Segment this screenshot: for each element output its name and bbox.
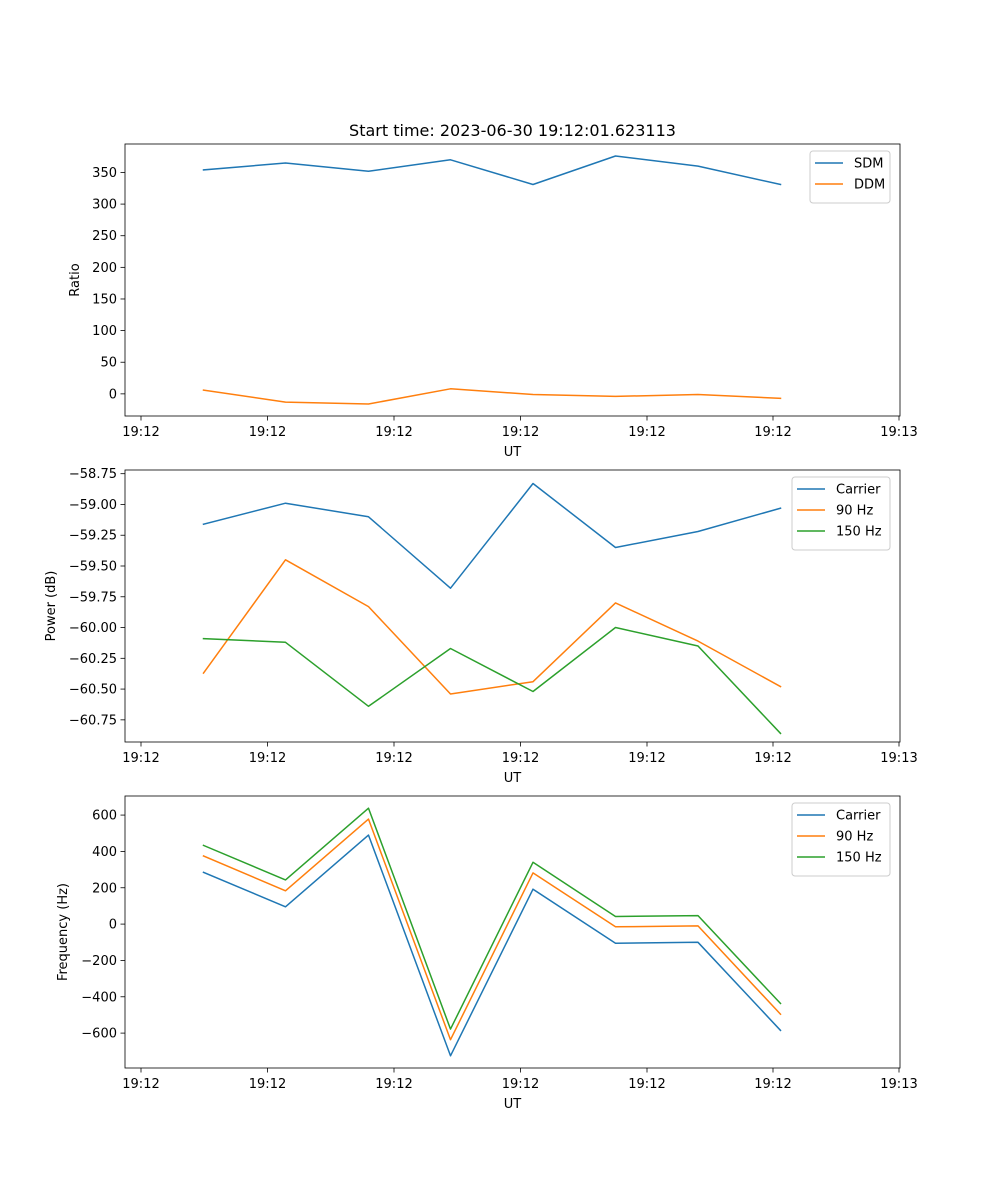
frequency-y-tick-label: −400	[81, 990, 117, 1005]
ratio-axes-frame	[124, 143, 901, 417]
power-y-tick-label: −59.50	[69, 560, 117, 575]
ratio-x-tick-label: 19:12	[502, 425, 539, 440]
power-y-tick-label: −58.75	[69, 467, 117, 482]
power-y-tick-label: −60.00	[69, 621, 117, 636]
ratio-x-axis-label: UT	[504, 445, 522, 460]
frequency-y-axis-label: Frequency (Hz)	[56, 883, 71, 981]
frequency-series-line-0	[202, 834, 782, 1057]
power-axes-frame	[124, 469, 901, 743]
power-x-tick-label: 19:12	[249, 751, 286, 766]
frequency-x-tick-label: 19:12	[502, 1077, 539, 1092]
frequency-legend-label-1: 90 Hz	[836, 830, 873, 845]
ratio-y-tick-label: 250	[92, 229, 117, 244]
frequency-panel: 19:12 19:12 19:12 19:12 19:12 19:12 19:13 −600 −…	[56, 795, 918, 1112]
power-x-axis-label: UT	[504, 771, 522, 786]
power-y-axis-label: Power (dB)	[44, 571, 59, 642]
power-y-tick-label: −59.25	[69, 529, 117, 544]
power-legend-label-2: 150 Hz	[836, 525, 882, 540]
frequency-x-tick-label: 19:12	[375, 1077, 412, 1092]
ratio-y-tick-label: 350	[92, 166, 117, 181]
ratio-legend-box	[809, 150, 891, 204]
power-y-tick-label: −60.75	[69, 713, 117, 728]
ratio-y-tick-label: 100	[92, 324, 117, 339]
power-y-tick-label: −59.00	[69, 498, 117, 513]
frequency-legend-label-2: 150 Hz	[836, 851, 882, 866]
ratio-panel: 19:12 19:12 19:12 19:12 19:12 19:12 19:13 0 50 10…	[68, 143, 918, 460]
ratio-y-tick-label: 150	[92, 292, 117, 307]
frequency-x-tick-label: 19:12	[628, 1077, 665, 1092]
power-x-tick-label: 19:12	[122, 751, 159, 766]
power-x-tick-label: 19:13	[880, 751, 917, 766]
power-legend: Carrier 90 Hz 150 Hz	[791, 476, 891, 551]
frequency-x-tick-label: 19:12	[122, 1077, 159, 1092]
power-y-tick-label: −60.25	[69, 652, 117, 667]
power-plot-area	[125, 470, 900, 742]
frequency-y-tick-label: 400	[92, 845, 117, 860]
ratio-series-line-0	[202, 155, 782, 186]
frequency-series-line-2	[202, 807, 782, 1030]
frequency-y-tick-label: 0	[109, 918, 117, 933]
ratio-legend: SDM DDM	[809, 150, 891, 204]
ratio-legend-label-0: SDM	[854, 157, 883, 172]
frequency-x-tick-label: 19:13	[880, 1077, 917, 1092]
power-x-tick-label: 19:12	[754, 751, 791, 766]
frequency-y-tick-label: −600	[81, 1027, 117, 1042]
frequency-axes-frame	[124, 795, 901, 1069]
power-series-line-1	[202, 559, 782, 695]
frequency-x-axis-label: UT	[504, 1097, 522, 1112]
power-x-tick-label: 19:12	[628, 751, 665, 766]
power-x-tick-label: 19:12	[502, 751, 539, 766]
ratio-y-tick-label: 50	[100, 356, 117, 371]
ratio-plot-area	[125, 144, 900, 416]
ratio-x-tick-label: 19:12	[122, 425, 159, 440]
frequency-x-tick-label: 19:12	[249, 1077, 286, 1092]
power-legend-label-0: Carrier	[836, 483, 881, 498]
ratio-x-tick-label: 19:13	[880, 425, 917, 440]
ratio-x-tick-label: 19:12	[754, 425, 791, 440]
power-series-line-2	[202, 626, 782, 735]
power-y-tick-label: −59.75	[69, 590, 117, 605]
frequency-y-tick-label: 600	[92, 809, 117, 824]
power-x-tick-label: 19:12	[375, 751, 412, 766]
power-y-tick-label: −60.50	[69, 683, 117, 698]
frequency-legend-label-0: Carrier	[836, 809, 881, 824]
ratio-x-tick-label: 19:12	[249, 425, 286, 440]
ratio-y-tick-label: 300	[92, 198, 117, 213]
power-legend-label-1: 90 Hz	[836, 504, 873, 519]
frequency-x-tick-label: 19:12	[754, 1077, 791, 1092]
ratio-y-axis-label: Ratio	[68, 263, 83, 296]
ratio-legend-label-1: DDM	[854, 178, 885, 193]
ratio-y-tick-label: 200	[92, 261, 117, 276]
frequency-legend: Carrier 90 Hz 150 Hz	[791, 802, 891, 877]
ratio-x-tick-label: 19:12	[628, 425, 665, 440]
power-series-line-0	[202, 482, 782, 589]
ratio-x-tick-label: 19:12	[375, 425, 412, 440]
power-panel: 19:12 19:12 19:12 19:12 19:12 19:12 19:13 −60.7…	[44, 467, 918, 786]
frequency-y-tick-label: 200	[92, 881, 117, 896]
ratio-y-tick-label: 0	[109, 387, 117, 402]
frequency-y-tick-label: −200	[81, 954, 117, 969]
frequency-series-line-1	[202, 818, 782, 1041]
figure-title: Start time: 2023-06-30 19:12:01.623113	[349, 121, 676, 140]
ratio-series-line-1	[202, 388, 782, 405]
